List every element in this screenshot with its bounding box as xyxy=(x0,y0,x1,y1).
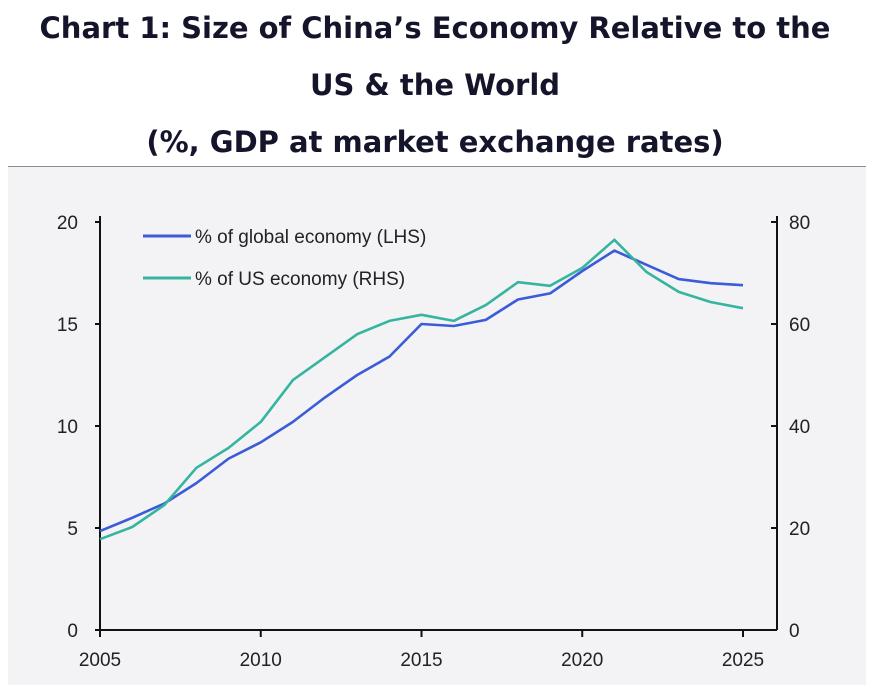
x-tick-label: 2025 xyxy=(722,650,764,671)
title-line-2: US & the World xyxy=(309,68,561,102)
y-left-tick-label: 5 xyxy=(67,519,78,540)
series-line-2 xyxy=(99,238,744,541)
x-tick-label: 2020 xyxy=(561,650,603,671)
legend-label-2: % of US economy (RHS) xyxy=(195,269,405,290)
divider xyxy=(8,166,866,167)
x-tick-label: 2005 xyxy=(79,650,121,671)
y-right-tick-label: 60 xyxy=(789,315,810,336)
y-right-tick-label: 80 xyxy=(789,213,810,234)
series-line-1 xyxy=(99,249,744,533)
x-tick-label: 2010 xyxy=(240,650,282,671)
y-left-tick-label: 0 xyxy=(67,621,78,642)
plot-area xyxy=(8,167,866,685)
y-right-tick-label: 20 xyxy=(789,519,810,540)
y-left-tick-label: 10 xyxy=(57,417,78,438)
y-left-tick-label: 15 xyxy=(57,315,78,336)
x-tick-label: 2015 xyxy=(400,650,442,671)
y-right-tick-label: 40 xyxy=(789,417,810,438)
title-line-1: Chart 1: Size of China’s Economy Relativ… xyxy=(39,11,831,45)
y-left-tick-label: 20 xyxy=(57,213,78,234)
y-right-tick-label: 0 xyxy=(789,621,800,642)
legend-label-1: % of global economy (LHS) xyxy=(195,227,426,248)
title-line-3: (%, GDP at market exchange rates) xyxy=(146,125,724,159)
chart-title: Chart 1: Size of China’s Economy Relativ… xyxy=(0,0,870,171)
